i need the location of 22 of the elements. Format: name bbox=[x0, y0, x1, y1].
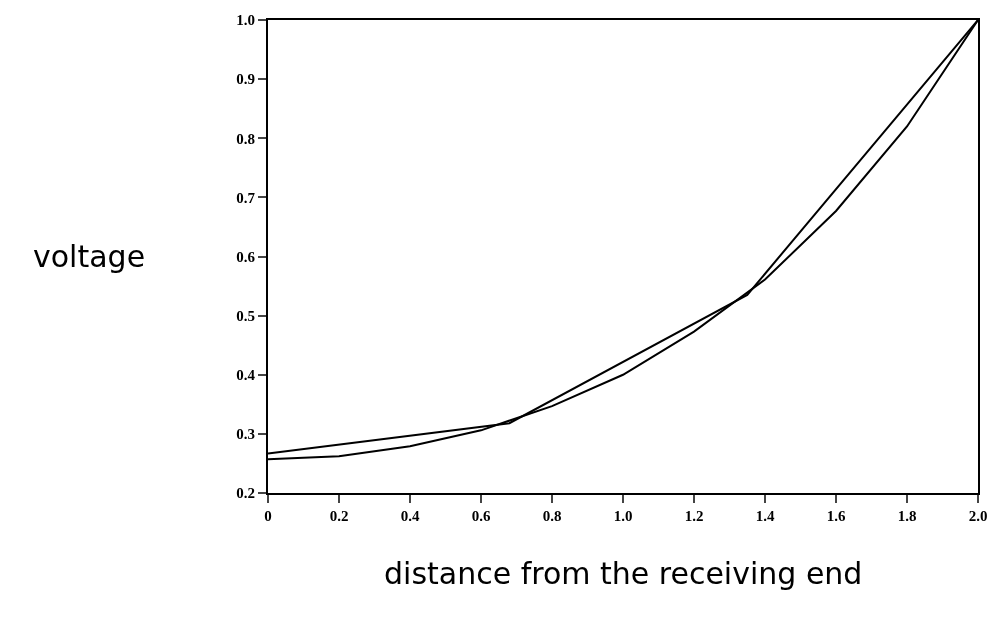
y-tick-label: 1.0 bbox=[236, 12, 255, 29]
y-tick-label: 0.5 bbox=[236, 307, 255, 324]
y-tick-label: 0.3 bbox=[236, 426, 255, 443]
y-tick-label: 0.6 bbox=[236, 248, 256, 265]
y-axis-title: voltage bbox=[33, 239, 146, 274]
y-tick-label: 0.7 bbox=[236, 189, 256, 206]
y-tick-label: 0.4 bbox=[236, 367, 256, 383]
x-tick-label: 1.0 bbox=[613, 508, 633, 524]
y-tick-label: 0.8 bbox=[236, 130, 255, 147]
x-tick-label: 2.0 bbox=[968, 508, 988, 524]
x-tick-label: 1.6 bbox=[826, 508, 846, 524]
x-tick-label: 1.2 bbox=[684, 508, 704, 524]
x-tick-label: 0.8 bbox=[542, 508, 562, 524]
x-tick-label: 1.4 bbox=[755, 508, 775, 524]
x-tick-label: 0.6 bbox=[471, 508, 491, 524]
x-tick-label: 0.2 bbox=[329, 508, 349, 524]
x-tick-label: 1.8 bbox=[897, 508, 917, 524]
y-tick-label: 0.9 bbox=[236, 71, 255, 88]
x-tick-label: 0.4 bbox=[400, 508, 420, 524]
x-tick-label: 0 bbox=[264, 508, 272, 524]
y-tick-label: 0.2 bbox=[236, 485, 255, 502]
x-axis-title: distance from the receiving end bbox=[384, 556, 863, 591]
